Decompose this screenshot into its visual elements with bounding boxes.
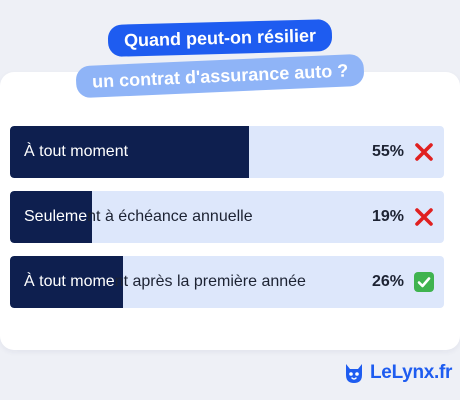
poll-option-label: Seulement à échéance annuelle — [24, 208, 253, 225]
poll-option-label: À tout moment — [24, 143, 129, 160]
poll-option-percent: 55% — [371, 143, 404, 160]
poll-option-percent: 26% — [371, 273, 404, 290]
cross-icon — [415, 143, 433, 161]
poll-option-3: À tout moment après la première année 26… — [10, 256, 444, 308]
poll-bar-fill — [10, 126, 249, 178]
check-icon — [414, 272, 434, 292]
lelynx-logo: LeLynx.fr — [342, 360, 452, 386]
poll-bar-fill — [10, 191, 92, 243]
poll-bar-fill — [10, 256, 123, 308]
title-line-1: Quand peut-on résilier — [107, 19, 333, 57]
poll-option-2: Seulement à échéance annuelle 19% — [10, 191, 444, 243]
logo-text: LeLynx.fr — [370, 362, 453, 383]
lynx-icon — [346, 364, 362, 383]
poll-option-1: À tout moment 55% — [10, 126, 444, 178]
cross-icon — [415, 208, 433, 226]
poll-option-percent: 19% — [371, 208, 404, 225]
poll-results: À tout moment 55% Seulement à échéance a… — [10, 126, 444, 321]
poll-option-label: À tout moment après la première année — [24, 273, 306, 290]
